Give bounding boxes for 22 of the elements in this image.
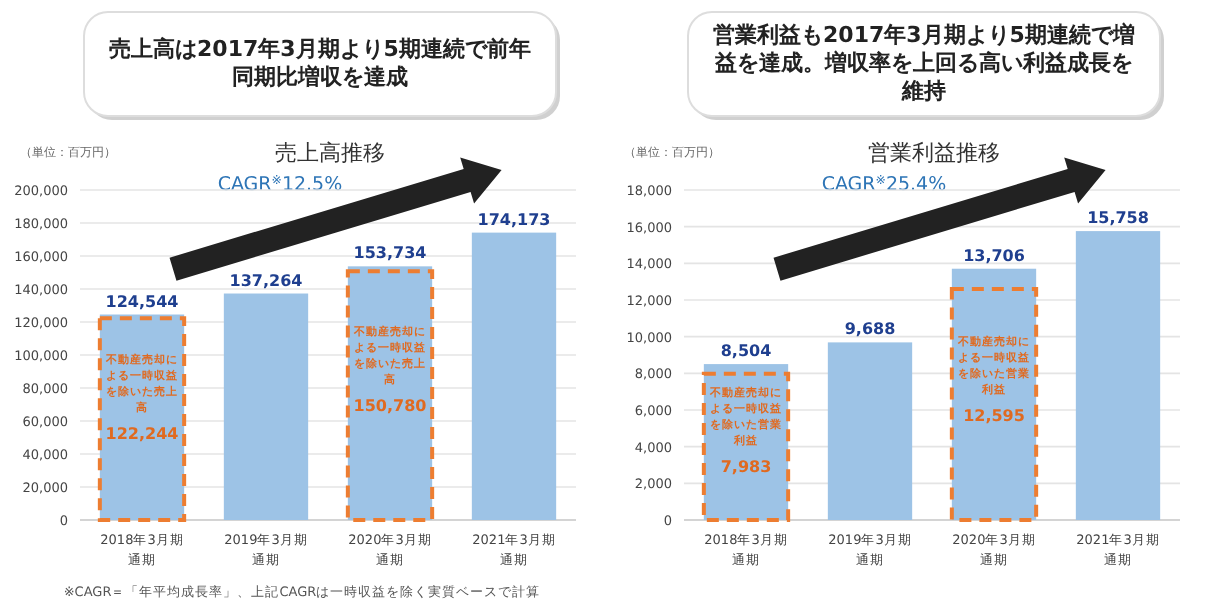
bar xyxy=(471,232,557,520)
chart-title: 営業利益も2017年3月期より5期連続で増益を達成。増収率を上回る高い利益成長を維持 xyxy=(713,22,1135,104)
bar xyxy=(1075,231,1161,520)
chart-subtitle: 営業利益推移 xyxy=(868,140,1000,166)
bar xyxy=(223,293,309,520)
chart-title: 売上高は2017年3月期より5期連続で前年同期比増収を達成 xyxy=(109,36,531,90)
data-label: 122,244 xyxy=(105,424,180,443)
data-label: 174,173 xyxy=(477,210,551,229)
data-label: 12,595 xyxy=(963,407,1026,426)
data-label: 9,688 xyxy=(844,320,897,339)
data-label: 7,983 xyxy=(720,458,772,477)
data-label: 124,544 xyxy=(105,292,180,311)
data-label: 137,264 xyxy=(229,271,304,290)
chart-subtitle: 売上高推移 xyxy=(275,140,385,166)
data-label: 13,706 xyxy=(963,246,1026,265)
data-label: 153,734 xyxy=(353,244,428,263)
data-label: 150,780 xyxy=(353,396,428,415)
data-label: 15,758 xyxy=(1087,209,1150,228)
bar xyxy=(827,342,913,520)
data-label: 8,504 xyxy=(720,342,773,361)
annotation: CAGR$^{※}$12.5% xyxy=(217,173,343,196)
annotation: CAGR$^{※}$25.4% xyxy=(821,173,947,196)
